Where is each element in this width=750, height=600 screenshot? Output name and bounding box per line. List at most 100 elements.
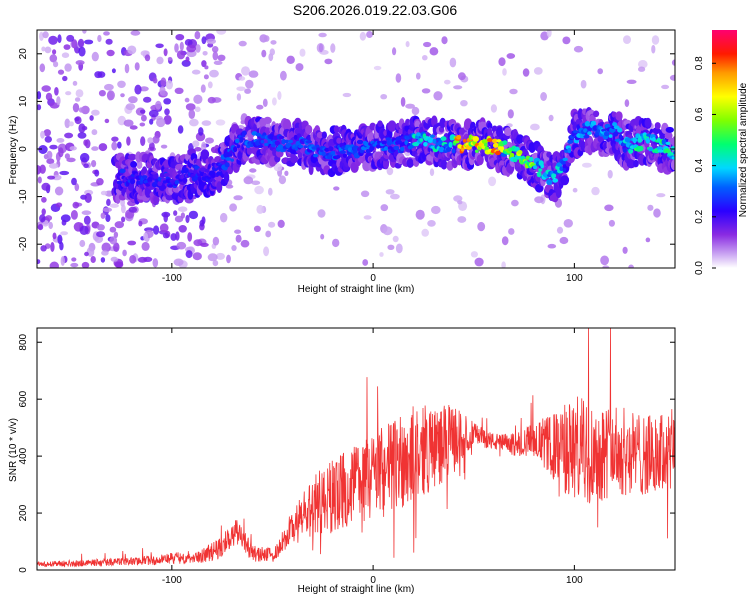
- spectral-cell: [635, 133, 641, 139]
- spectral-cell: [72, 80, 78, 86]
- spectral-cell: [286, 55, 295, 64]
- spectral-cell: [332, 238, 340, 248]
- y-tick-label: 20: [18, 48, 29, 60]
- spectral-cell: [457, 200, 463, 205]
- spectral-cell: [262, 98, 268, 108]
- colorbar-tick-label: 0.0: [694, 261, 705, 275]
- spectral-cell: [194, 31, 201, 40]
- spectral-cell: [122, 249, 127, 257]
- spectral-cell: [173, 258, 184, 266]
- spectrogram-cells: [37, 30, 675, 268]
- spectral-cell: [91, 129, 98, 136]
- spectral-cell: [608, 219, 616, 227]
- spectral-cell: [562, 168, 567, 173]
- spectral-cell: [249, 168, 257, 173]
- spectral-cell: [202, 51, 208, 56]
- spectral-cell: [56, 96, 61, 106]
- spectral-cell: [272, 97, 277, 106]
- spectral-cell: [230, 158, 234, 162]
- spectral-cell: [60, 231, 68, 236]
- spectral-cell: [562, 36, 571, 45]
- spectral-cell: [130, 30, 141, 36]
- spectral-cell: [441, 36, 448, 45]
- spectral-cell: [186, 44, 197, 53]
- spectral-cell: [54, 87, 59, 96]
- spectral-cell: [207, 81, 213, 89]
- spectral-cell: [91, 146, 99, 151]
- spectral-cell: [633, 159, 639, 168]
- spectral-cell: [328, 146, 334, 152]
- spectral-cell: [490, 104, 497, 113]
- spectral-cell: [43, 129, 51, 137]
- spectral-cell: [580, 79, 587, 89]
- spectral-cell: [98, 143, 108, 152]
- spectral-cell: [423, 142, 428, 147]
- spectral-cell: [462, 139, 467, 143]
- spectral-cell: [121, 216, 126, 223]
- spectral-cell: [170, 233, 177, 241]
- spectral-cell: [110, 256, 119, 262]
- spectral-cell: [163, 48, 168, 57]
- spectral-cell: [216, 30, 227, 35]
- spectral-cell: [653, 208, 661, 218]
- spectral-cell: [165, 80, 173, 90]
- spectral-cell: [156, 56, 164, 65]
- spectral-cell: [198, 127, 204, 136]
- spectral-cell: [273, 163, 283, 172]
- spectral-cell: [298, 144, 304, 149]
- spectral-cell: [560, 175, 570, 186]
- spectral-cell: [184, 39, 193, 46]
- spectral-cell: [215, 252, 225, 260]
- snr-panel: -100 0 100 0 200 400 600 800 Height of straigh…: [8, 327, 676, 595]
- spectral-cell: [193, 94, 203, 105]
- spectral-cell: [277, 144, 284, 151]
- spectral-cell: [48, 221, 53, 230]
- spectral-cell: [39, 63, 46, 73]
- spectral-cell: [91, 51, 99, 62]
- colorbar-tick-label: 0.2: [694, 209, 705, 223]
- spectral-cell: [321, 151, 326, 157]
- colorbar-tick-label: 0.6: [694, 107, 705, 121]
- spectral-cell: [96, 178, 104, 186]
- spectral-cell: [546, 30, 552, 38]
- spectral-cell: [508, 147, 512, 152]
- spectral-cell: [160, 77, 167, 87]
- spectral-cell: [274, 140, 281, 146]
- spectral-cell: [638, 59, 648, 69]
- spectral-cell: [359, 31, 367, 41]
- spectral-cell: [45, 215, 53, 221]
- spectral-cell: [270, 40, 277, 45]
- spectral-cell: [175, 34, 185, 41]
- spectral-cell: [416, 132, 421, 137]
- spectral-cell: [563, 219, 573, 228]
- spectral-cell: [57, 69, 65, 75]
- spectral-cell: [96, 224, 105, 231]
- spectral-cell: [45, 92, 53, 101]
- spectral-cell: [119, 168, 126, 174]
- spectral-cell: [160, 144, 168, 149]
- spectral-cell: [438, 146, 445, 153]
- spectral-cell: [670, 159, 675, 171]
- spectral-cell: [127, 153, 137, 161]
- spectral-cell: [492, 138, 498, 144]
- spectral-cell: [97, 34, 102, 43]
- spectral-cell: [147, 176, 153, 183]
- spectral-cell: [48, 163, 59, 169]
- spectral-cell: [533, 165, 538, 170]
- spectral-cell: [159, 223, 169, 233]
- spectral-cell: [431, 115, 438, 128]
- spectral-cell: [200, 242, 209, 247]
- spectral-cell: [100, 190, 108, 196]
- spectral-cell: [212, 260, 219, 267]
- spectral-cell: [123, 119, 134, 127]
- spectral-cell: [229, 150, 234, 154]
- spectral-cell: [177, 125, 184, 134]
- spectral-cell: [522, 68, 530, 77]
- spectral-cell: [511, 199, 519, 207]
- y-tick-label: 0: [18, 567, 29, 573]
- spectral-cell: [560, 160, 566, 165]
- spectral-cell: [100, 257, 106, 263]
- spectral-cell: [235, 234, 242, 243]
- spectral-cell: [440, 159, 448, 170]
- spectral-cell: [51, 174, 62, 181]
